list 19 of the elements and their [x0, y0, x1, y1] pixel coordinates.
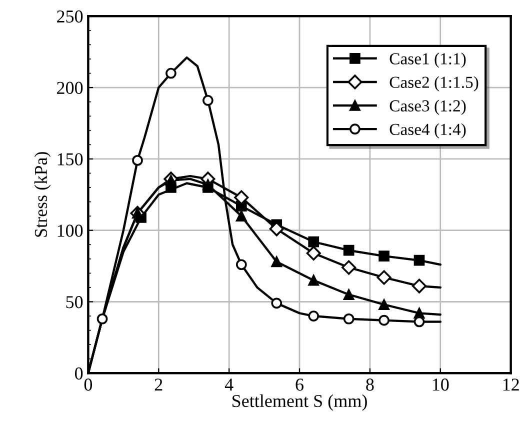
legend-label: Case4 (1:4): [390, 123, 466, 138]
y-axis-title: Stress (kPa): [34, 152, 51, 237]
y-tick-label: 100: [58, 224, 83, 237]
x-tick-label: 2: [154, 378, 162, 391]
y-tick-label: 150: [58, 153, 83, 166]
legend-label: Case2 (1:1.5): [390, 76, 478, 92]
legend-label: Case3 (1:2): [390, 100, 466, 115]
x-tick-label: 12: [503, 378, 519, 391]
legend-label: Case1 (1:1): [390, 52, 466, 68]
x-tick-label: 0: [84, 378, 92, 391]
y-tick-label: 200: [57, 82, 83, 94]
y-tick-label: 250: [57, 10, 83, 23]
x-tick-label: 4: [224, 378, 234, 391]
y-tick-label: 0: [75, 367, 83, 380]
x-axis-title: Settlement S (mm): [232, 394, 367, 411]
y-tick-label: 50: [66, 296, 83, 308]
x-tick-label: 6: [296, 378, 304, 391]
x-tick-label: 10: [432, 378, 449, 391]
x-tick-label: 8: [366, 378, 374, 391]
